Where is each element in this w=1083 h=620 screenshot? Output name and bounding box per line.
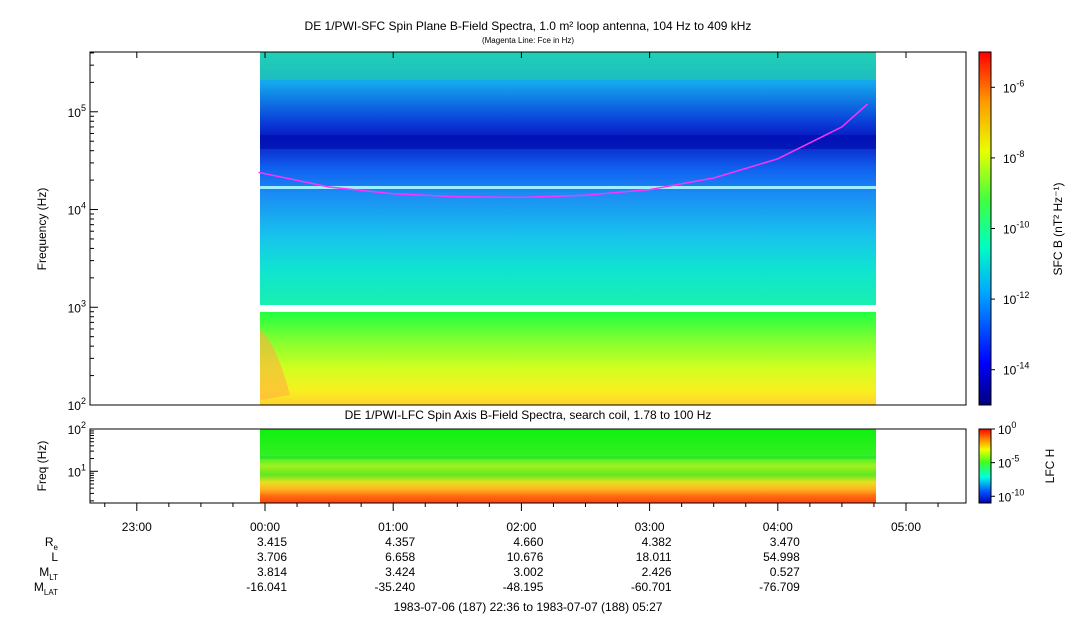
high-frequency-band (260, 52, 876, 305)
interference-line (260, 186, 876, 189)
time-tick-label: 23:00 (122, 520, 152, 534)
ephemeris-row-label: MLAT (34, 580, 58, 597)
bottom-colorbar-tick-label: 10-10 (998, 487, 1024, 504)
dark-band (260, 135, 876, 149)
time-tick-label: 04:00 (763, 520, 793, 534)
ephemeris-value: 6.658 (385, 550, 415, 564)
time-tick-label: 00:00 (250, 520, 280, 534)
bottom-plot-frame (89, 428, 967, 504)
ephemeris-row-label: Re (45, 535, 59, 552)
ephemeris-value: 18.011 (636, 550, 672, 564)
bottom-colorbar-tick-label: 10-5 (998, 454, 1019, 471)
top-panel-title: DE 1/PWI-SFC Spin Plane B-Field Spectra,… (305, 19, 752, 33)
ephemeris-value: 4.357 (385, 535, 415, 549)
time-axis: 23:00 00:00 01:00 02:00 03:00 04:00 05:00 (104, 52, 939, 534)
ephemeris-value: 3.424 (385, 565, 415, 579)
ephemeris-value: 0.527 (770, 565, 800, 579)
bottom-panel-title: DE 1/PWI-LFC Spin Axis B-Field Spectra, … (345, 408, 712, 422)
bottom-y-ticks: 101 102 (68, 420, 98, 502)
ephemeris-value: 3.814 (257, 565, 287, 579)
ephemeris-value: 10.676 (507, 550, 544, 564)
low-freq-enhancement (260, 330, 290, 400)
ephemeris-value: 3.706 (257, 550, 287, 564)
ephemeris-table: Re 3.415 4.357 4.660 4.382 3.470 L 3.706 6.658 10… (34, 535, 800, 597)
lfc-band-line (260, 456, 876, 459)
bottom-colorbar-tick-label: 100 (998, 420, 1016, 437)
top-colorbar-tick-label: 10-14 (1003, 361, 1029, 378)
top-colorbar (978, 51, 992, 406)
time-tick-label: 03:00 (635, 520, 665, 534)
data-gap (260, 305, 876, 312)
ephemeris-value: -60.701 (631, 580, 672, 594)
ephemeris-value: 4.382 (642, 535, 672, 549)
bottom-ylabel: Freq (Hz) (35, 441, 49, 492)
bottom-y-tick-label: 101 (68, 462, 86, 479)
time-range-label: 1983-07-06 (187) 22:36 to 1983-07-07 (18… (394, 600, 663, 614)
top-ylabel: Frequency (Hz) (35, 188, 49, 271)
time-tick-label: 02:00 (506, 520, 536, 534)
ephemeris-value: 3.002 (513, 565, 543, 579)
top-y-ticks: 102 103 104 105 (68, 52, 98, 413)
top-plot-frame (89, 51, 967, 406)
top-y-tick-label: 105 (68, 103, 86, 120)
bottom-spectrogram (260, 429, 876, 503)
top-colorbar-tick-label: 10-12 (1003, 290, 1029, 307)
top-y-tick-label: 102 (68, 396, 86, 413)
top-colorbar-label: SFC B (nT² Hz⁻¹) (1051, 183, 1065, 276)
ephemeris-value: 2.426 (642, 565, 672, 579)
fce-line (258, 103, 869, 199)
top-y-tick-label: 104 (68, 201, 86, 218)
ephemeris-row-label: L (51, 550, 58, 564)
ephemeris-value: 3.470 (770, 535, 800, 549)
ephemeris-value: -48.195 (503, 580, 544, 594)
top-colorbar-ticks: 10-6 10-8 10-10 10-12 10-14 (991, 78, 1029, 378)
ephemeris-value: -35.240 (374, 580, 415, 594)
time-tick-label: 01:00 (378, 520, 408, 534)
ephemeris-value: -16.041 (246, 580, 287, 594)
ephemeris-value: -76.709 (759, 580, 800, 594)
time-tick-label: 05:00 (891, 520, 921, 534)
bottom-y-tick-label: 102 (68, 420, 86, 437)
bottom-colorbar-ticks: 100 10-5 10-10 (991, 420, 1024, 504)
top-y-tick-label: 103 (68, 298, 86, 315)
low-frequency-band (260, 312, 876, 405)
top-colorbar-tick-label: 10-10 (1003, 220, 1029, 237)
bottom-colorbar-label: LFC H (1043, 449, 1057, 484)
ephemeris-row-label: MLT (39, 565, 58, 582)
top-panel-subtitle: (Magenta Line: Fce in Hz) (482, 36, 574, 45)
top-colorbar-tick-label: 10-8 (1003, 149, 1024, 166)
ephemeris-value: 4.660 (513, 535, 543, 549)
ephemeris-value: 54.998 (763, 550, 800, 564)
top-spectrogram (258, 52, 876, 405)
bottom-colorbar (978, 428, 992, 504)
top-colorbar-tick-label: 10-6 (1003, 78, 1024, 95)
ephemeris-value: 3.415 (257, 535, 287, 549)
chorus-band (260, 52, 876, 80)
